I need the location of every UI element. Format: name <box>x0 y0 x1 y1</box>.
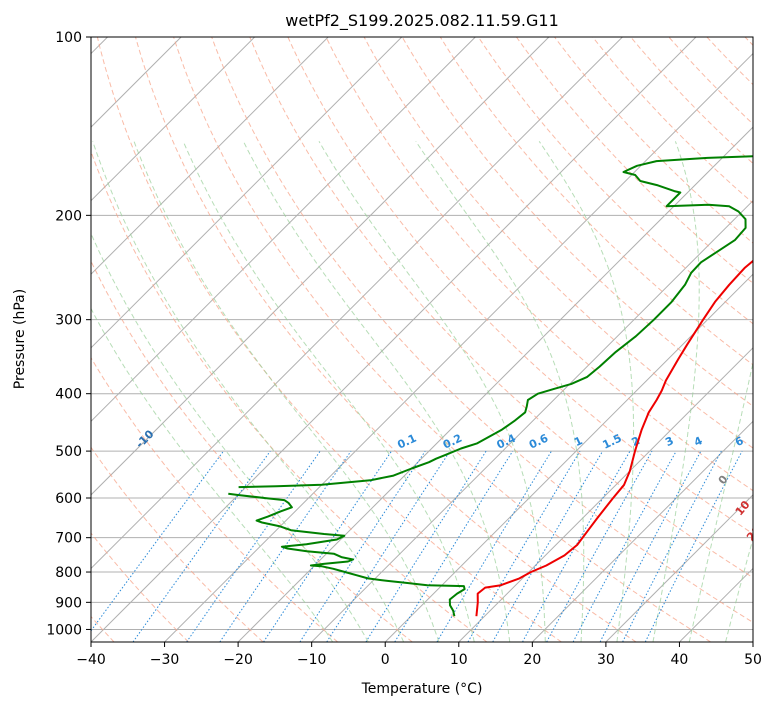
dry-adiabat <box>515 37 753 284</box>
x-tick-label: −10 <box>297 652 327 668</box>
x-tick-label: −20 <box>223 652 253 668</box>
dewpoint-profile <box>238 155 753 489</box>
dewpoint-profile <box>228 492 466 617</box>
dry-adiabat <box>401 37 753 407</box>
isobar-grid <box>91 37 753 630</box>
dry-adiabat <box>363 37 753 449</box>
isotherm-line <box>91 37 476 423</box>
x-tick-label: 10 <box>450 652 468 668</box>
dry-adiabat <box>477 37 753 325</box>
mixing-ratio-line <box>299 450 426 642</box>
dry-adiabat <box>249 37 753 579</box>
y-axis-title: Pressure (hPa) <box>12 289 28 389</box>
y-tick-label: 800 <box>55 565 82 581</box>
x-tick-label: 40 <box>671 652 689 668</box>
y-tick-label: 700 <box>55 531 82 547</box>
dry-adiabat <box>135 37 637 642</box>
isotherm-line <box>531 420 753 642</box>
x-axis: −40 −30 −20 −10 0 10 20 30 40 50 <box>76 642 762 668</box>
moist-adiabat-label: 20 <box>744 523 764 543</box>
y-tick-label: 300 <box>55 313 82 329</box>
y-tick-label: 200 <box>55 208 82 224</box>
sounding-profiles <box>228 155 753 617</box>
moist-adiabat <box>318 141 546 642</box>
moist-adiabat <box>133 141 440 642</box>
y-tick-label: 100 <box>55 30 82 46</box>
isotherm-line <box>605 494 753 642</box>
x-axis-title: Temperature (°C) <box>361 681 483 697</box>
y-tick-label: 500 <box>55 444 82 460</box>
mixing-ratio-line <box>365 450 487 642</box>
chart-title: wetPf2_S199.2025.082.11.59.G11 <box>285 11 559 31</box>
isotherm-line <box>91 37 256 202</box>
plot-frame <box>90 36 754 643</box>
moist-adiabat <box>91 307 334 642</box>
dry-adiabat <box>96 37 562 642</box>
y-tick-label: 400 <box>55 387 82 403</box>
dry-adiabat <box>91 260 413 642</box>
dry-adiabat <box>325 37 753 492</box>
temperature-profile <box>475 259 753 617</box>
mixing-ratio-line <box>186 450 321 642</box>
y-axis: 100 200 300 400 500 600 700 800 900 1000 <box>46 30 91 638</box>
isotherm-line <box>384 273 753 642</box>
dry-adiabat <box>91 150 488 642</box>
dry-adiabat <box>211 37 753 623</box>
mixing-ratio-line <box>599 450 702 642</box>
moist-adiabat <box>688 360 753 642</box>
x-tick-label: 0 <box>381 652 390 668</box>
dry-adiabats <box>91 37 753 642</box>
isotherm-line <box>311 199 753 642</box>
mixing-ratio-line <box>132 450 271 642</box>
dry-adiabat <box>173 37 711 642</box>
mixing-ratio-line <box>219 450 352 642</box>
dry-adiabat <box>592 37 753 204</box>
y-tick-label: 600 <box>55 491 82 507</box>
moist-adiabat <box>538 141 635 642</box>
dry-adiabat <box>91 356 339 642</box>
isotherm-line <box>458 347 753 642</box>
x-tick-label: 30 <box>597 652 615 668</box>
isotherm-line <box>91 37 550 496</box>
y-tick-label: 900 <box>55 595 82 611</box>
dry-adiabat <box>630 37 753 165</box>
moist-adiabat <box>652 141 700 642</box>
x-tick-label: −40 <box>76 652 106 668</box>
mixing-ratio-line <box>622 450 722 642</box>
isotherm-line <box>164 52 753 642</box>
dry-adiabat <box>287 37 753 535</box>
mixing-ratio-line <box>326 450 451 642</box>
mixing-ratio-line <box>492 450 604 642</box>
mixing-ratio-lines <box>91 450 743 642</box>
isotherm-line <box>91 37 697 642</box>
mixing-ratio-line <box>546 450 653 642</box>
x-tick-label: 50 <box>744 652 762 668</box>
moist-adiabat <box>242 141 511 642</box>
isotherm-line <box>237 126 753 642</box>
dry-adiabat <box>439 37 753 366</box>
plot-area: -100-90-80-70-60-50-40-30-20-10010203040… <box>90 36 764 643</box>
isotherm-line <box>91 37 623 570</box>
mixing-ratio-line <box>644 450 743 642</box>
moist-adiabat <box>415 141 585 642</box>
moist-adiabats <box>91 141 753 642</box>
isotherm-line <box>91 37 403 349</box>
mixing-ratio-line <box>91 450 224 632</box>
y-tick-label: 1000 <box>46 622 82 638</box>
moist-adiabat <box>725 536 753 642</box>
x-tick-label: −30 <box>150 652 180 668</box>
x-tick-label: 20 <box>523 652 541 668</box>
isotherm-grid <box>91 37 753 642</box>
isotherm-line <box>91 37 329 275</box>
moist-adiabat <box>92 141 405 642</box>
mixing-ratio-line <box>394 450 514 642</box>
isopleth-labels: -100-90-80-70-60-50-40-30-20-10010203040… <box>133 427 764 543</box>
moist-adiabat <box>182 141 475 642</box>
mixing-ratio-line <box>572 450 677 642</box>
